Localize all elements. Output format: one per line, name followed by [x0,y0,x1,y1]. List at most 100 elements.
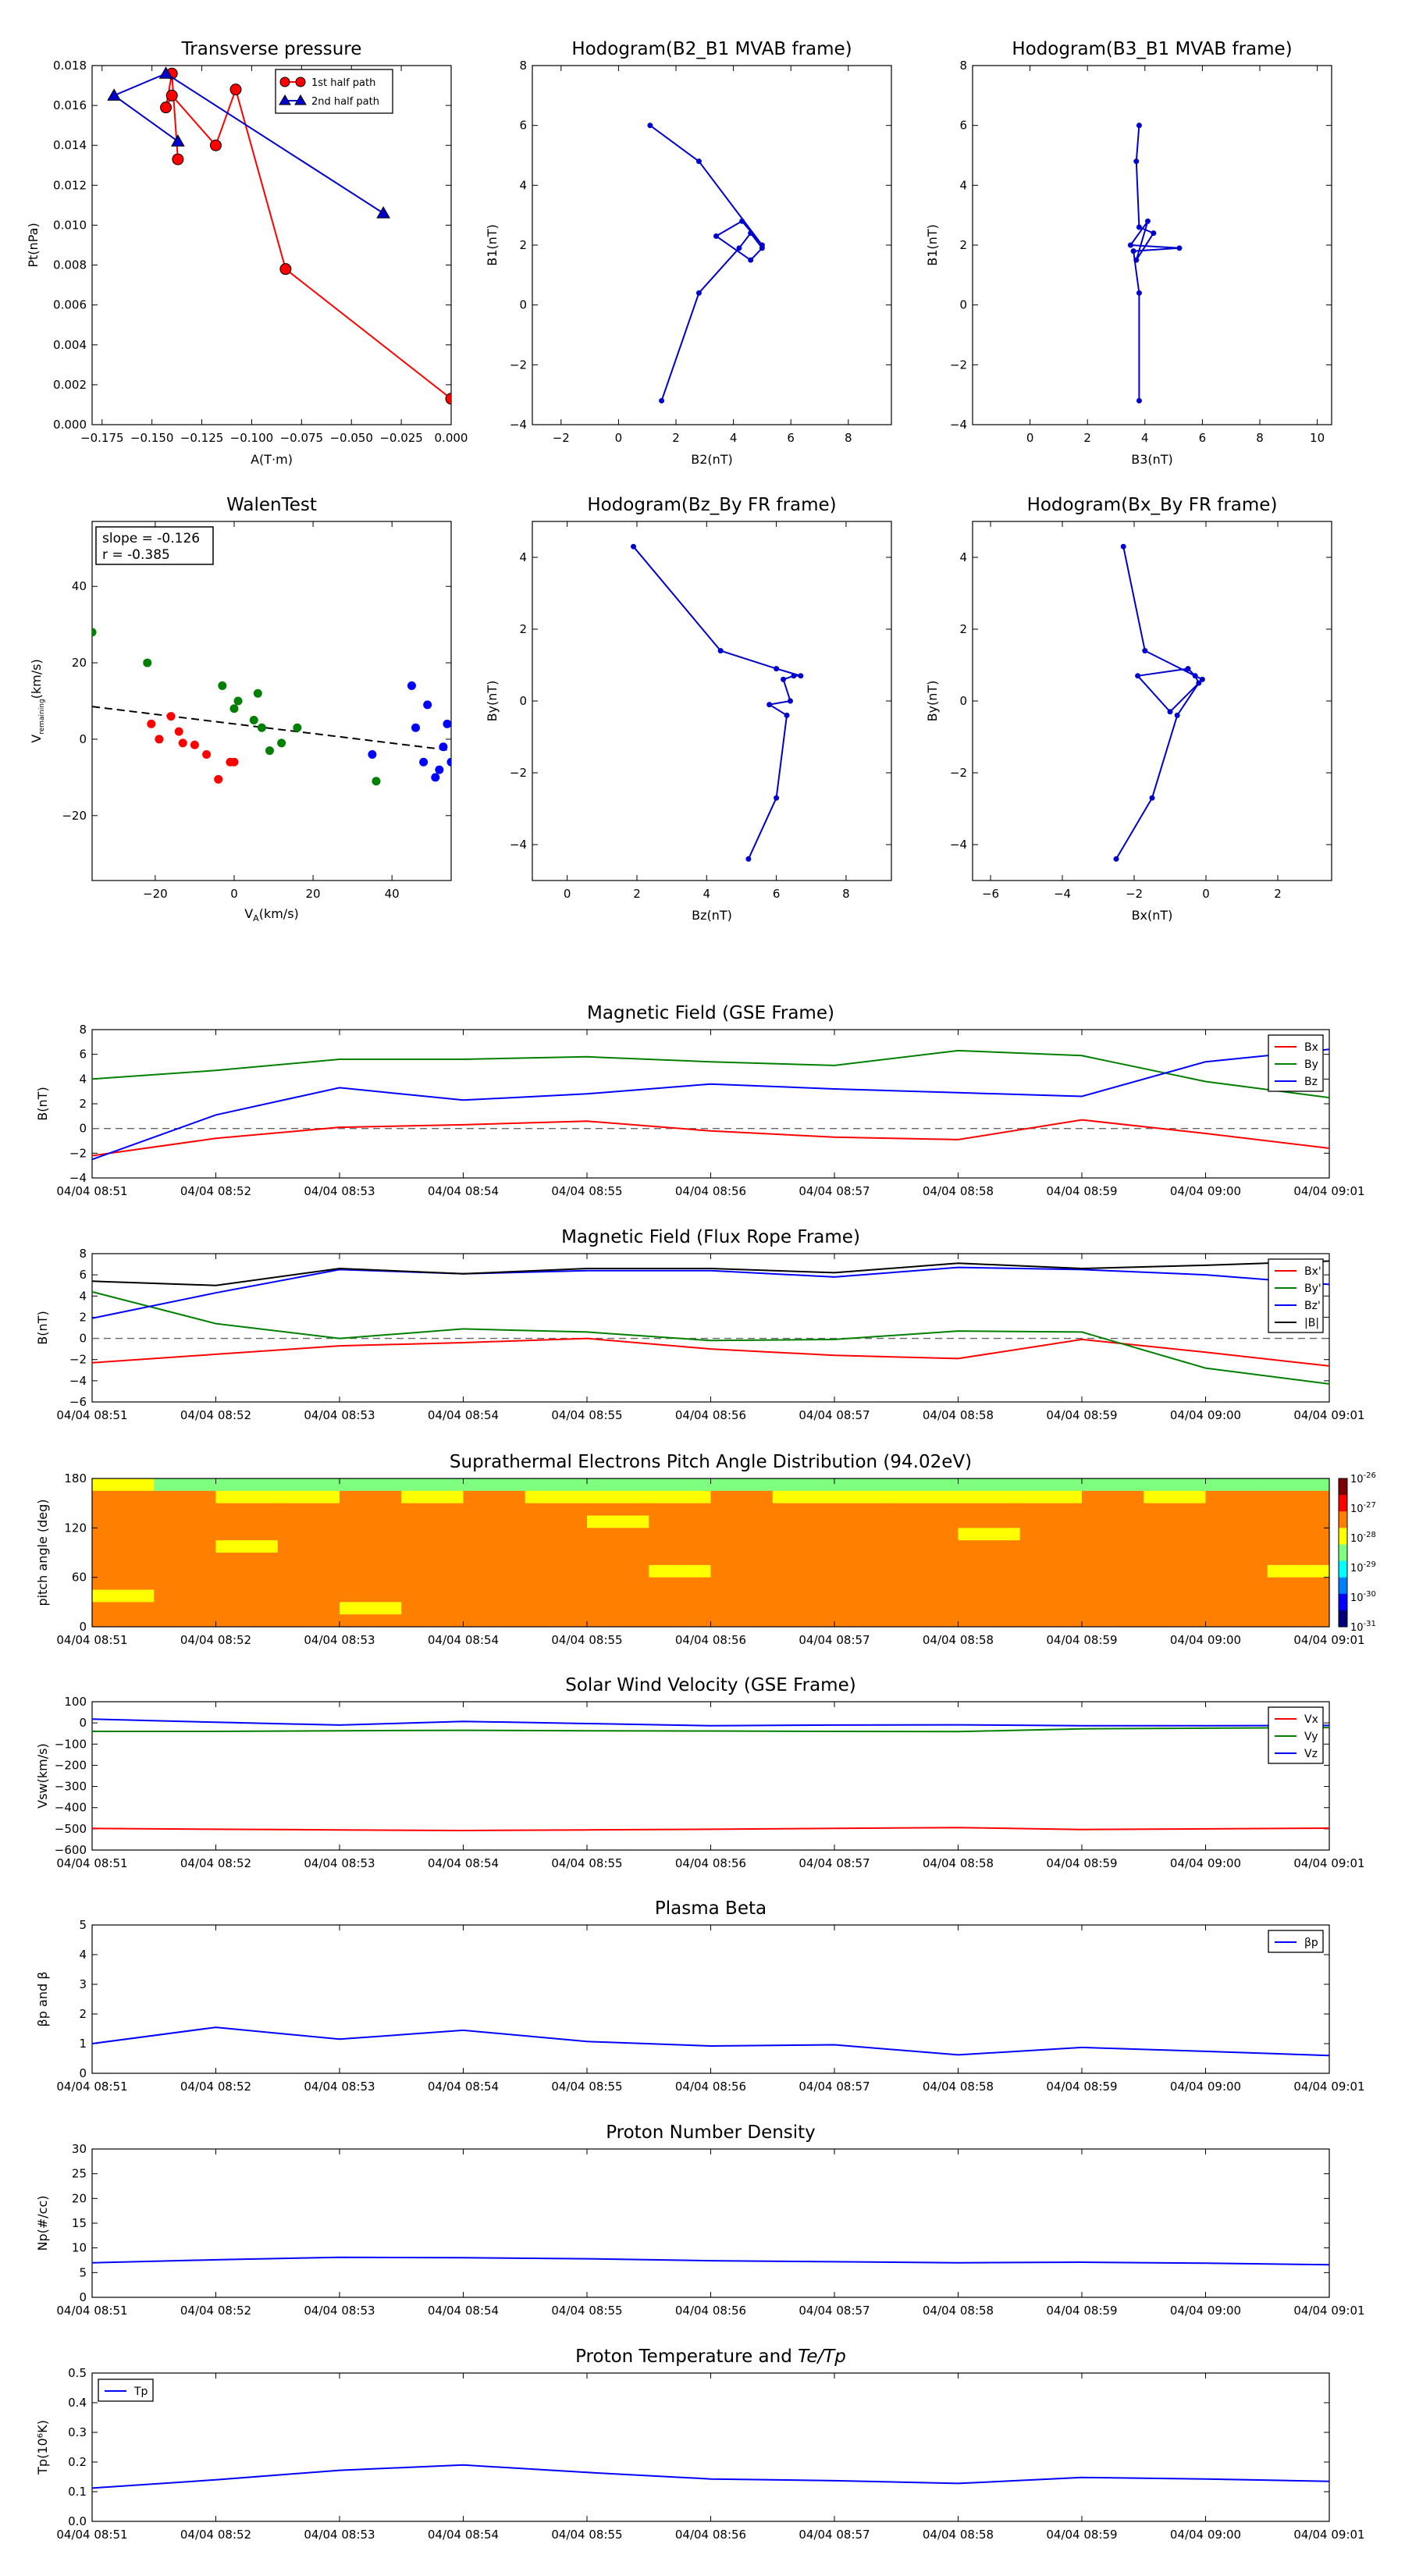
data-point [791,673,797,679]
heatmap-cell [710,1528,774,1541]
data-point [218,681,227,690]
x-tick-label: −2 [1126,887,1143,901]
x-tick-label: 04/04 08:56 [675,2080,746,2094]
plot-data [107,66,451,405]
heatmap-cell [1019,1478,1083,1492]
x-tick-label: 04/04 08:54 [428,2304,499,2318]
heatmap-cell [587,1528,649,1541]
colorbar-step [1339,1495,1347,1512]
heatmap-cell [587,1564,649,1578]
heatmap-cell [1144,1478,1206,1492]
plot-frame [91,65,452,425]
x-tick-label: 04/04 08:57 [799,2528,870,2542]
heatmap-cell [896,1490,959,1504]
data-point [1151,230,1157,237]
data-point [767,702,773,708]
axis-ticks: 0 2 4 6 8 10 −4 −2 0 2 4 6 8 [950,59,1332,445]
axis-ticks: −6 −4 −2 0 2 −4 −2 0 2 4 [950,521,1332,901]
heatmap-cell [1205,1540,1268,1553]
colorbar-tick-base: 10 [1350,1563,1364,1574]
heatmap-cell [1144,1490,1206,1504]
heatmap-cell [710,1602,774,1615]
data-point [445,393,451,405]
heatmap-cell [525,1540,588,1553]
x-tick-label: 04/04 08:54 [428,1408,499,1422]
x-tick-label: 04/04 08:53 [304,1408,375,1422]
y-tick-label: 4 [79,1289,87,1303]
plot-frame [91,2372,1330,2522]
colorbar-tick-exponent: -28 [1364,1531,1376,1539]
axis-ticks: 04/04 08:51 04/04 08:52 04/04 08:53 04/04 0… [55,1695,1365,1870]
y-tick-label: 0 [959,694,967,708]
colorbar-step [1339,1511,1347,1528]
heatmap-cell [587,1540,649,1553]
heatmap-cell [154,1614,216,1628]
heatmap-cell [463,1614,526,1628]
data-point [774,666,780,672]
heatmap-cell [772,1589,835,1603]
colorbar-tick-base: 10 [1350,1533,1364,1545]
x-tick-label: 04/04 08:53 [304,2080,375,2094]
heatmap-cell [525,1614,588,1628]
heatmap-cell [1144,1564,1206,1578]
y-tick-label: 2 [959,622,967,636]
legend-label: βp [1304,1937,1318,1949]
y-tick-label: 1 [79,2037,87,2051]
axis-ticks: −0.175 −0.150 −0.125 −0.100 −0.075 −0.050 −0.0… [53,59,468,445]
data-point [407,681,416,690]
y-tick-label: 0.002 [53,378,87,392]
series-line [1115,546,1204,859]
x-tick-label: 04/04 09:00 [1170,1408,1241,1422]
legend: βp [1268,1930,1324,1953]
data-point [214,774,223,784]
heatmap-cell [958,1589,1021,1603]
heatmap-cells [92,1478,1330,1628]
heatmap-cell [1082,1478,1144,1492]
y-tick-label: 100 [64,1695,87,1709]
heatmap-cell [649,1577,711,1590]
heatmap-cell [401,1602,464,1615]
annotation-box [95,526,214,565]
heatmap-cell [401,1503,464,1516]
colorbar-tick-label: 10-30 [1350,1590,1376,1604]
x-axis-label-sub: A [253,913,259,923]
colorbar-step [1339,1544,1347,1562]
colorbar-tick-label: 10-26 [1350,1471,1376,1485]
y-tick-label: 4 [79,1948,87,1962]
heatmap-cell [710,1503,774,1516]
x-tick-label: 04/04 09:00 [1170,1184,1241,1198]
axis-ticks: 04/04 08:51 04/04 08:52 04/04 08:53 04/04 0… [56,2366,1364,2542]
y-tick-label: 4 [79,1072,87,1086]
series-line [1129,125,1180,401]
data-point [202,750,212,760]
data-point [748,257,754,263]
heatmap-cell [834,1564,897,1578]
heatmap-cell [834,1528,897,1541]
data-point [166,712,176,721]
x-axis-label-main: V [244,906,253,921]
chart-title: Magnetic Field (GSE Frame) [587,1003,834,1023]
x-tick-label: −0.150 [130,431,174,445]
heatmap-cell [525,1503,588,1516]
y-tick-label: −2 [950,358,967,372]
heatmap-cell [154,1553,216,1566]
x-tick-label: 04/04 08:56 [675,1408,746,1422]
axis-ticks: 04/04 08:51 04/04 08:52 04/04 08:53 04/04 0… [56,2142,1364,2318]
x-tick-label: 04/04 09:01 [1293,2080,1364,2094]
y-tick-label: 2 [519,238,527,252]
y-tick-label: 4 [519,550,527,564]
heatmap-cell [340,1553,402,1566]
x-tick-label: 0 [1026,431,1034,445]
data-point [1135,673,1141,679]
y-tick-label: −4 [950,418,967,432]
heatmap-cell [958,1478,1021,1492]
data-point [717,648,724,654]
heatmap-cell [587,1490,649,1504]
y-axis-label: Np(#/cc) [35,2196,50,2251]
y-tick-label: 0 [79,732,87,746]
heatmap-cell [1019,1553,1083,1566]
y-tick-label: 0.008 [53,258,87,272]
x-tick-label: 04/04 08:52 [180,1184,251,1198]
y-tick-label: −4 [69,1374,87,1388]
